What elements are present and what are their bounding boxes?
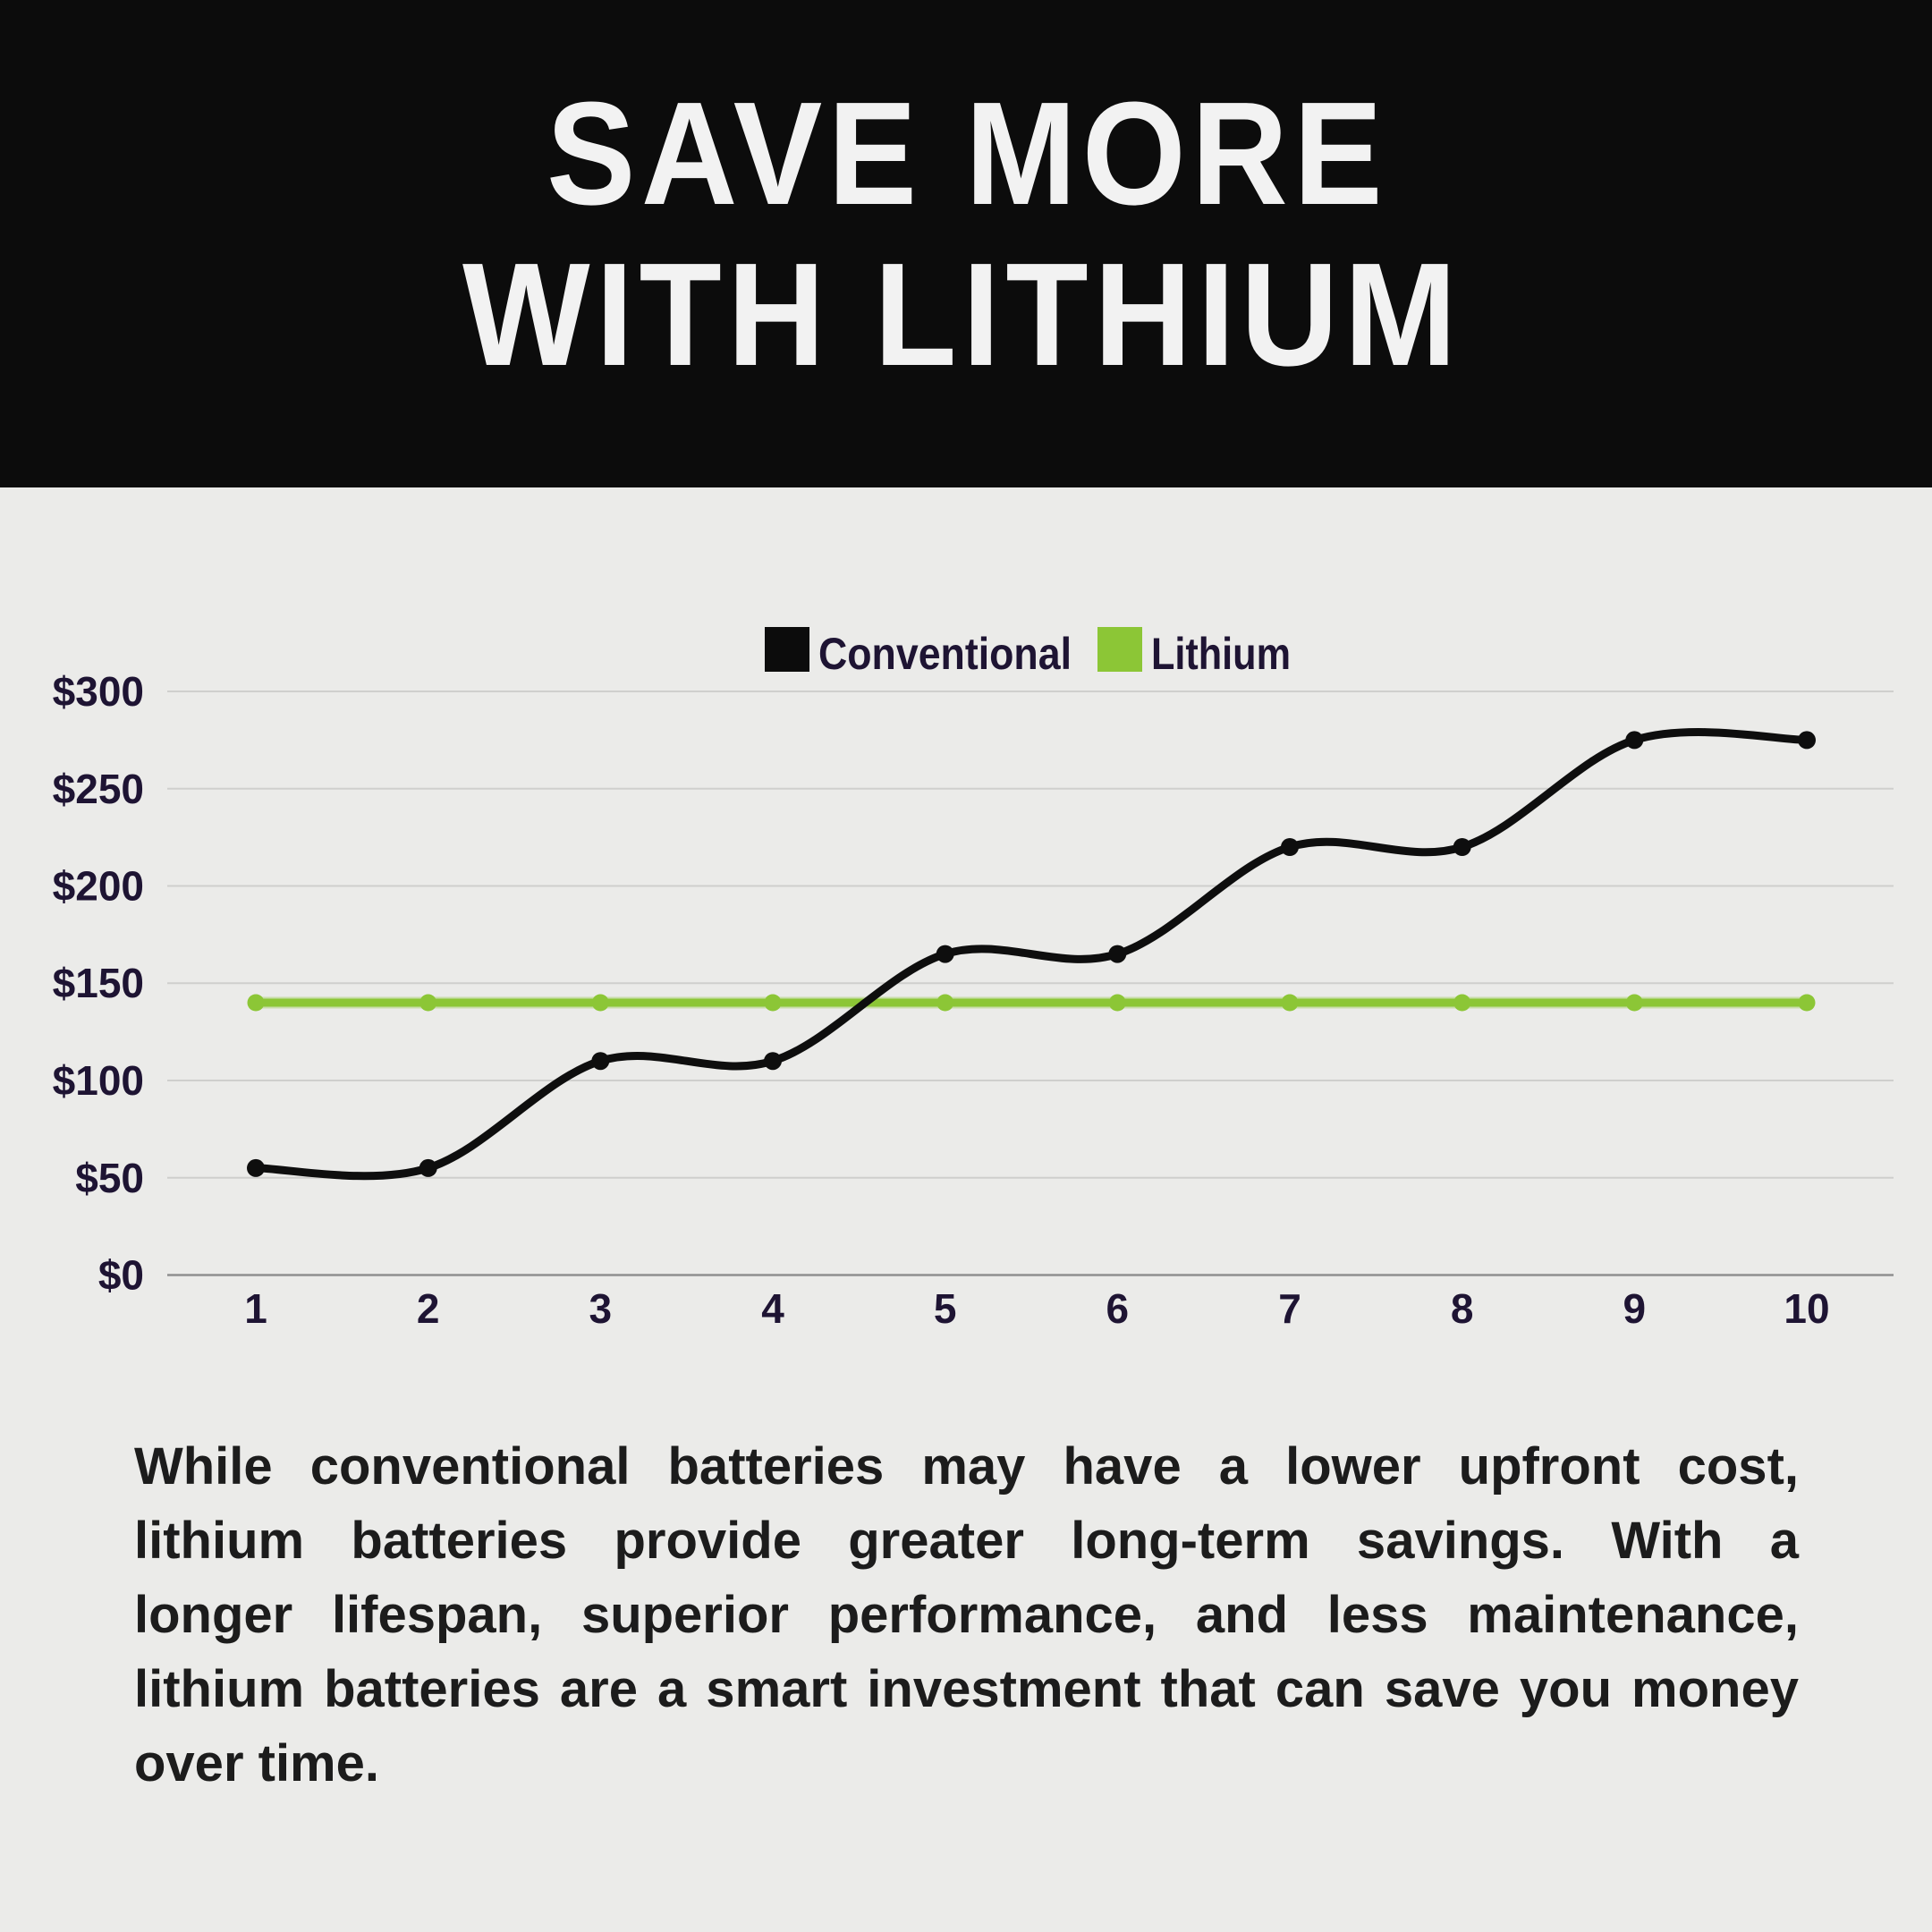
svg-text:3: 3 (589, 1285, 613, 1332)
svg-text:5: 5 (934, 1285, 957, 1332)
svg-text:10: 10 (1784, 1285, 1829, 1332)
svg-text:$0: $0 (98, 1252, 144, 1299)
svg-text:4: 4 (761, 1285, 784, 1332)
svg-text:2: 2 (417, 1285, 440, 1332)
svg-text:$200: $200 (53, 863, 144, 910)
svg-text:7: 7 (1278, 1285, 1301, 1332)
svg-text:$150: $150 (53, 960, 144, 1006)
svg-text:Lithium: Lithium (1151, 629, 1291, 679)
svg-text:$300: $300 (53, 668, 144, 715)
svg-text:$100: $100 (53, 1057, 144, 1104)
svg-text:8: 8 (1451, 1285, 1474, 1332)
svg-text:Conventional: Conventional (818, 629, 1072, 679)
svg-text:9: 9 (1623, 1285, 1647, 1332)
svg-text:SAVE MORE: SAVE MORE (547, 72, 1388, 235)
svg-text:$50: $50 (75, 1155, 144, 1201)
svg-text:1: 1 (244, 1285, 267, 1332)
svg-text:$250: $250 (53, 766, 144, 812)
svg-text:WITH LITHIUM: WITH LITHIUM (462, 233, 1462, 396)
svg-text:6: 6 (1106, 1285, 1130, 1332)
